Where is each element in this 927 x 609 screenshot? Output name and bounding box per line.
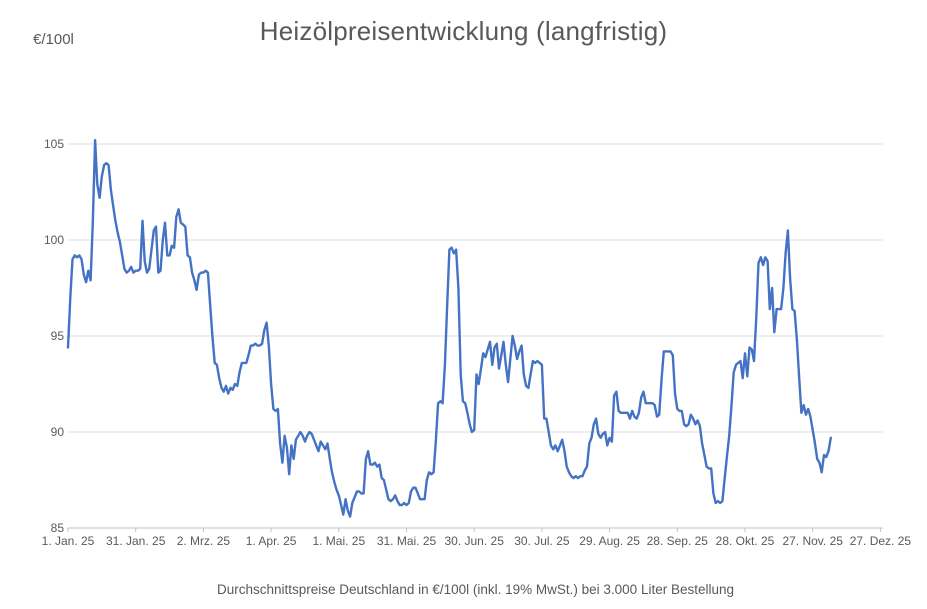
x-axis-tick-label: 28. Okt. 25: [715, 534, 775, 548]
y-axis-tick-label: 85: [50, 521, 64, 535]
x-axis-tick-label: 1. Apr. 25: [245, 534, 297, 548]
x-axis-tick-label: 28. Sep. 25: [646, 534, 708, 548]
x-axis-tick-label: 29. Aug. 25: [579, 534, 640, 548]
y-axis-tick-label: 105: [43, 137, 64, 151]
x-axis-tick-label: 1. Mai. 25: [312, 534, 366, 548]
y-axis-tick-label: 95: [50, 329, 64, 343]
x-axis-tick-label: 2. Mrz. 25: [176, 534, 231, 548]
x-axis-tick-label: 30. Jun. 25: [444, 534, 504, 548]
chart-caption: Durchschnittspreise Deutschland in €/100…: [216, 582, 734, 597]
x-axis-tick-label: 27. Nov. 25: [782, 534, 843, 548]
x-axis-tick-label: 1. Jan. 25: [41, 534, 95, 548]
x-axis-tick-label: 31. Mai. 25: [376, 534, 437, 548]
x-axis-tick-label: 31. Jan. 25: [105, 534, 166, 548]
chart-title: Heizölpreisentwicklung (langfristig): [259, 16, 668, 46]
x-axis-tick-label: 27. Dez. 25: [849, 534, 912, 548]
price-line-series: [66, 138, 832, 518]
y-axis-tick-label: 100: [43, 233, 64, 247]
y-axis-unit-label: €/100l: [33, 31, 74, 48]
x-axis-tick-label: 30. Jul. 25: [514, 534, 570, 548]
y-axis-tick-label: 90: [50, 425, 64, 439]
